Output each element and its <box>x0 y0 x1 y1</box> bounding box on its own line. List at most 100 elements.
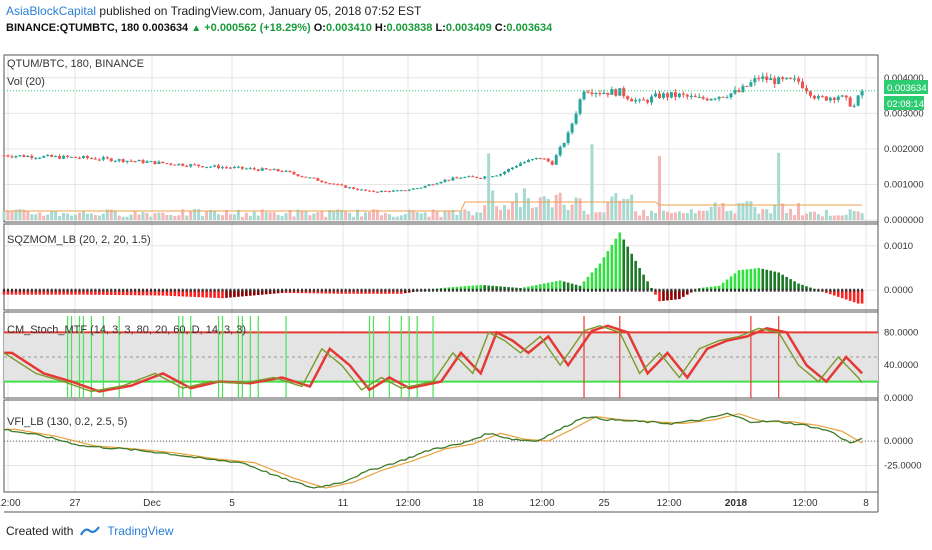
candle-body <box>669 92 673 98</box>
candle-body <box>62 155 66 159</box>
sqz-zero-dot <box>789 288 792 292</box>
sqz-histogram-bar <box>54 290 57 295</box>
volume-bar <box>733 213 737 220</box>
sqz-histogram-bar <box>598 263 602 291</box>
candle-body <box>431 184 435 186</box>
volume-bar <box>300 210 304 220</box>
sqz-histogram-bar <box>801 284 804 291</box>
sqz-histogram-bar <box>376 290 379 294</box>
volume-bar <box>741 203 745 220</box>
sqz-histogram-bar <box>256 290 260 296</box>
candle-body <box>141 160 145 163</box>
volume-bar <box>705 210 709 220</box>
volume-bar <box>816 214 820 220</box>
volume-bar <box>14 209 18 220</box>
sqz-histogram-bar <box>829 290 832 295</box>
candle-body <box>181 163 185 166</box>
volume-bar <box>324 216 328 220</box>
volume-bar <box>820 216 824 220</box>
sqz-zero-dot <box>797 288 800 292</box>
volume-bar <box>81 210 85 220</box>
volume-bar <box>399 215 403 220</box>
sqz-zero-dot <box>606 288 609 292</box>
sqz-histogram-bar <box>252 290 256 296</box>
sqz-histogram-bar <box>666 290 669 301</box>
sqz-zero-dot <box>674 288 677 292</box>
sqz-histogram-bar <box>646 281 649 291</box>
candle-body <box>590 92 594 95</box>
candle-body <box>296 174 300 177</box>
volume-bar <box>201 216 205 220</box>
volume-bar <box>312 213 316 220</box>
volume-bar <box>272 212 276 220</box>
volume-bar <box>328 210 332 220</box>
volume-ma-line <box>4 201 863 212</box>
sqz-histogram-bar <box>761 268 765 291</box>
sqz-zero-dot <box>805 288 808 292</box>
candle-body <box>244 168 248 170</box>
candle-body <box>812 95 816 99</box>
sqz-zero-dot <box>785 288 788 292</box>
candle-body <box>145 161 149 163</box>
sqz-zero-dot <box>265 288 268 292</box>
candle-body <box>173 164 177 166</box>
candle-body <box>475 176 479 178</box>
candle-body <box>284 170 288 172</box>
sqz-histogram-bar <box>686 290 689 295</box>
sqz-histogram-bar <box>781 274 784 291</box>
volume-bar <box>340 209 344 220</box>
sqz-histogram-bar <box>805 286 808 291</box>
candle-body <box>789 77 793 79</box>
time-tick-label: 12:00 <box>395 498 420 509</box>
sqz-histogram-bar <box>630 253 633 291</box>
sqz-histogram-bar <box>26 290 30 295</box>
volume-bar <box>181 209 185 220</box>
volume-bar <box>467 211 471 220</box>
volume-bar <box>240 216 244 220</box>
sqz-zero-dot <box>634 288 637 292</box>
author-name[interactable]: AsiaBlockCapital <box>6 4 97 18</box>
publish-header: AsiaBlockCapital published on TradingVie… <box>6 4 421 18</box>
volume-bar <box>586 214 590 220</box>
sqz-histogram-bar <box>356 290 359 294</box>
sqz-histogram-bar <box>62 290 65 295</box>
vfi-tick-label: 0.0000 <box>884 436 913 447</box>
sqz-zero-dot <box>519 288 522 292</box>
volume-bar <box>125 216 129 220</box>
sqz-zero-dot <box>614 288 617 292</box>
volume-bar <box>630 194 634 220</box>
sqz-histogram-bar <box>189 290 193 297</box>
time-tick-label: 5 <box>229 498 235 509</box>
candle-body <box>125 160 129 163</box>
sqz-pane-title: SQZMOM_LB (20, 2, 20, 1.5) <box>7 234 151 246</box>
sqz-zero-dot <box>14 288 17 292</box>
sqz-zero-dot <box>197 288 200 292</box>
candle-body <box>185 165 189 167</box>
volume-bar <box>797 202 801 220</box>
sqz-zero-dot <box>34 288 37 292</box>
sqz-zero-dot <box>483 288 486 292</box>
sqz-zero-dot <box>245 288 248 292</box>
sqz-histogram-bar <box>745 269 749 291</box>
sqz-zero-dot <box>30 288 33 292</box>
candle-body <box>840 95 844 97</box>
candle-body <box>622 88 626 97</box>
candle-body <box>387 191 391 193</box>
candle-body <box>681 93 685 95</box>
candle-body <box>70 156 74 158</box>
sqz-zero-dot <box>233 288 236 292</box>
sqz-zero-dot <box>277 288 280 292</box>
sqz-zero-dot <box>249 288 252 292</box>
sqz-histogram-bar <box>364 290 367 294</box>
volume-bar <box>18 209 22 220</box>
candle-body <box>566 132 570 144</box>
candle-body <box>459 177 463 179</box>
stochastic-lines <box>3 316 878 398</box>
volume-bar <box>808 211 812 220</box>
volume-bar <box>789 208 793 220</box>
volume-bar <box>701 210 705 220</box>
candle-body <box>586 91 590 93</box>
tradingview-brand-link[interactable]: TradingView <box>107 524 174 538</box>
candle-body <box>10 156 14 158</box>
